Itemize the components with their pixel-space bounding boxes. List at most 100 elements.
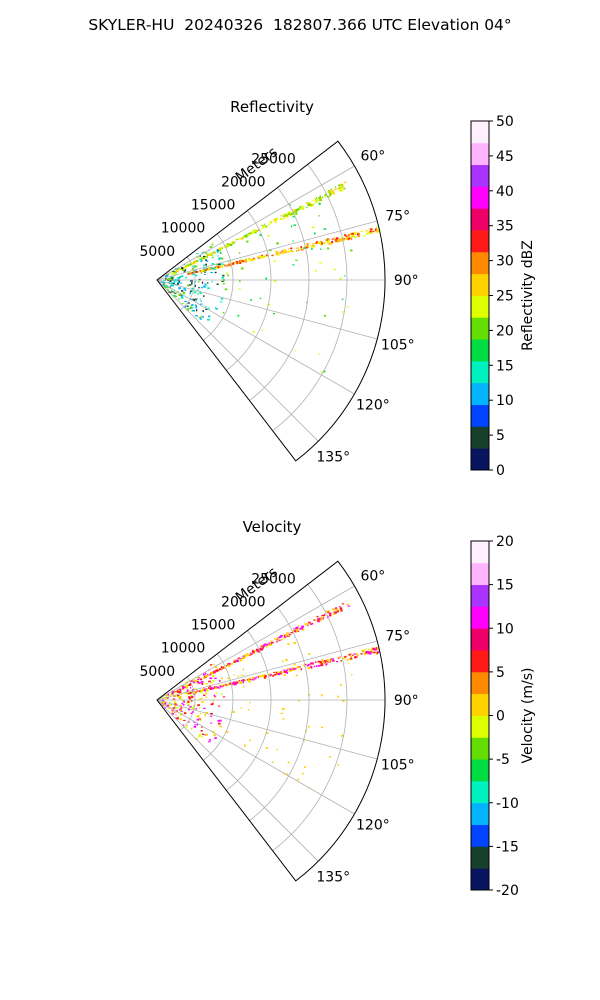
echo-gate <box>236 239 239 241</box>
echo-gate <box>338 656 341 658</box>
echo-gate <box>174 294 176 297</box>
echo-gate <box>298 206 302 208</box>
echo-gate <box>327 191 329 194</box>
echo-gate <box>198 287 200 289</box>
echo-gate <box>310 662 314 664</box>
colorbar-swatch <box>471 339 489 362</box>
echo-gate <box>218 668 222 671</box>
echo-gate <box>169 704 173 706</box>
echo-gate <box>322 614 325 617</box>
echo-gate <box>296 249 298 252</box>
echo-gate <box>221 280 224 282</box>
echo-gate <box>319 195 321 198</box>
echo-gate <box>211 687 213 689</box>
echo-gate <box>165 278 168 280</box>
echo-gate <box>267 234 270 237</box>
echo-gate <box>174 691 178 692</box>
echo-gate <box>290 247 293 249</box>
echo-gate <box>301 627 304 630</box>
panel-title: Velocity <box>243 518 302 536</box>
echo-gate <box>176 270 179 272</box>
echo-gate <box>235 683 237 685</box>
echo-gate <box>237 680 240 682</box>
echo-gate <box>166 273 169 276</box>
echo-gate <box>350 249 353 252</box>
colorbar-swatch <box>471 121 489 144</box>
echo-gate <box>175 703 178 705</box>
echo-gate <box>200 260 203 262</box>
echo-gate <box>287 761 290 764</box>
echo-gate <box>285 214 288 216</box>
echo-gate <box>187 284 190 287</box>
echo-gate <box>295 213 298 215</box>
echo-gate <box>372 647 375 650</box>
echo-gate <box>194 688 197 690</box>
echo-gate <box>258 675 261 678</box>
echo-gate <box>191 727 193 730</box>
echo-gate <box>172 707 176 709</box>
echo-gate <box>286 773 289 776</box>
echo-gate <box>343 187 346 190</box>
echo-gate <box>203 270 206 272</box>
echo-gate <box>318 618 321 621</box>
colorbar-tick-label: 0 <box>496 709 505 725</box>
echo-gate <box>276 748 278 751</box>
echo-gate <box>249 259 251 262</box>
sector-frame <box>156 140 386 462</box>
figure-title: SKYLER-HU 20240326 182807.366 UTC Elevat… <box>88 16 512 34</box>
echo-gate <box>280 218 283 220</box>
echo-gate <box>177 298 180 300</box>
echo-gate <box>332 190 334 192</box>
echo-gate <box>174 691 177 693</box>
echo-gate <box>202 689 204 691</box>
echo-gate <box>188 701 191 703</box>
echo-gate <box>172 272 175 275</box>
echo-gate <box>186 305 189 307</box>
echo-gate <box>351 232 354 235</box>
echo-gate <box>240 674 244 676</box>
echo-gate <box>368 228 371 230</box>
echo-gate <box>233 262 236 264</box>
echo-gate <box>192 309 195 312</box>
echo-gate <box>166 693 170 696</box>
echo-gate <box>195 298 198 300</box>
echo-gate <box>199 258 202 261</box>
echo-gate <box>329 193 332 196</box>
echo-gate <box>219 247 222 249</box>
echo-gate <box>242 668 244 671</box>
echo-gate <box>265 646 268 648</box>
echo-gate <box>178 268 181 271</box>
echo-gate <box>276 242 279 245</box>
echo-gate <box>218 687 221 689</box>
echo-gate <box>327 190 330 193</box>
echo-gate <box>209 246 213 248</box>
echo-gate <box>257 650 260 653</box>
echo-gate <box>215 308 218 310</box>
echo-gate <box>248 679 251 682</box>
echo-gate <box>350 653 352 655</box>
echo-gate <box>371 232 374 234</box>
echo-gate <box>373 651 376 653</box>
echo-gate <box>254 231 257 234</box>
echo-gate <box>221 257 224 260</box>
colorbar-tick-label: 20 <box>496 323 514 339</box>
radial-tick-label: 15000 <box>191 618 236 634</box>
echo-gate <box>320 694 323 697</box>
echo-gate <box>306 243 309 246</box>
colorbar-swatch <box>471 606 489 629</box>
echo-gate <box>325 239 328 242</box>
range-ring <box>203 233 234 341</box>
echo-gate <box>291 213 294 215</box>
echo-gate <box>319 661 323 664</box>
echo-gate <box>337 610 339 613</box>
echo-gate <box>195 253 199 255</box>
echo-gate <box>369 230 373 233</box>
echo-gate <box>327 238 329 240</box>
echo-gate <box>259 234 262 236</box>
echo-gate <box>233 674 235 676</box>
echo-gate <box>241 658 243 660</box>
echo-gate <box>252 230 254 232</box>
azimuth-line <box>156 699 319 862</box>
echo-gate <box>375 647 378 649</box>
echo-gate <box>242 679 245 681</box>
